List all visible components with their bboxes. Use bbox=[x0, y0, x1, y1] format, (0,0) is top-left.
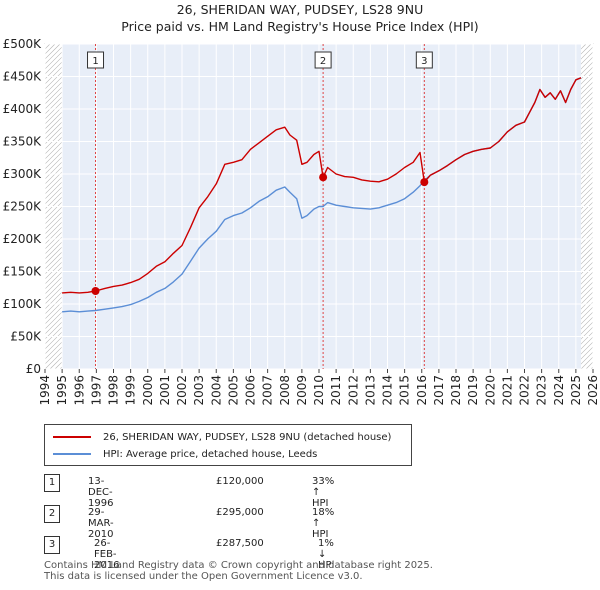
hatch-line bbox=[45, 86, 63, 105]
x-tick-label: 2001 bbox=[158, 375, 172, 406]
property-price-line bbox=[62, 77, 582, 294]
sale-hpi-diff: 1% ↓ HPI bbox=[318, 538, 335, 571]
y-tick-label: £350K bbox=[3, 135, 43, 149]
sale-price: £120,000 bbox=[216, 476, 264, 487]
y-tick-label: £100K bbox=[3, 297, 43, 311]
sale-label-box bbox=[415, 51, 433, 69]
x-tick-label: 2011 bbox=[329, 375, 343, 406]
y-tick-label: £50K bbox=[10, 330, 42, 344]
x-tick-label: 1999 bbox=[124, 375, 138, 406]
sale-label-box bbox=[314, 51, 332, 69]
hatch-line bbox=[45, 306, 63, 325]
hatch-line bbox=[581, 96, 594, 110]
x-tick-label: 2019 bbox=[466, 375, 480, 406]
x-tick-label: 2013 bbox=[363, 375, 377, 406]
sale-label-text: 1 bbox=[92, 56, 98, 67]
sale-date: 26-FEB-2016 bbox=[94, 538, 120, 571]
x-tick-label: 2026 bbox=[586, 375, 600, 406]
y-tick-label: £400K bbox=[3, 102, 43, 116]
sale-date: 13-DEC-1996 bbox=[88, 476, 114, 509]
sale-point bbox=[319, 173, 328, 182]
y-tick-label: £150K bbox=[3, 265, 43, 279]
legend: 26, SHERIDAN WAY, PUDSEY, LS28 9NU (deta… bbox=[44, 424, 412, 466]
sale-date-lines: 1 2 3 bbox=[87, 44, 433, 369]
x-tick-label: 2000 bbox=[141, 375, 155, 406]
series-lines bbox=[62, 77, 582, 313]
x-tick-label: 1997 bbox=[89, 375, 103, 406]
x-tick-label: 2024 bbox=[552, 375, 566, 406]
footer-licence: This data is licensed under the Open Gov… bbox=[44, 571, 363, 582]
sale-label-text: 2 bbox=[320, 56, 326, 67]
y-axis-ticks: £0 £50K £100K £150K £200K £250K £300K £350K £400… bbox=[3, 37, 43, 376]
footer-copyright: Contains HM Land Registry data © Crown c… bbox=[44, 560, 433, 571]
sale-date: 29-MAR-2010 bbox=[88, 507, 114, 540]
hatch-line bbox=[581, 311, 594, 325]
hatch-line bbox=[581, 91, 594, 105]
x-tick-label: 2015 bbox=[398, 375, 412, 406]
x-tick-label: 2020 bbox=[483, 375, 497, 406]
chart-title-line1: 26, SHERIDAN WAY, PUDSEY, LS28 9NU bbox=[176, 2, 424, 17]
sale-number-badge: 1 bbox=[44, 474, 60, 492]
x-tick-label: 1995 bbox=[55, 375, 69, 406]
x-tick-label: 2025 bbox=[569, 375, 583, 406]
hatch-line bbox=[45, 311, 63, 330]
sale-number-badge: 2 bbox=[44, 505, 60, 523]
sale-hpi-diff: 33% ↑ HPI bbox=[312, 476, 335, 509]
x-tick-label: 2017 bbox=[432, 375, 446, 406]
chart-title-line2: Price paid vs. HM Land Registry's House … bbox=[121, 19, 479, 34]
hatch-line bbox=[581, 306, 594, 320]
legend-label-property: 26, SHERIDAN WAY, PUDSEY, LS28 9NU (deta… bbox=[103, 431, 392, 443]
legend-label-hpi: HPI: Average price, detached house, Leed… bbox=[103, 448, 318, 460]
y-tick-label: £250K bbox=[3, 200, 43, 214]
y-tick-label: £300K bbox=[3, 167, 43, 181]
x-axis-ticks: 1994 1995 1996 1997 1998 1999 2000 2001 2002 2003… bbox=[38, 369, 600, 406]
y-tick-label: £500K bbox=[3, 37, 43, 51]
legend-swatch-property bbox=[53, 436, 91, 438]
x-tick-label: 2006 bbox=[244, 375, 258, 406]
hatch-line bbox=[581, 86, 594, 100]
x-tick-label: 1996 bbox=[72, 375, 86, 406]
sale-price: £295,000 bbox=[216, 507, 264, 518]
x-tick-label: 2022 bbox=[518, 375, 532, 406]
x-tick-label: 2016 bbox=[415, 375, 429, 406]
legend-swatch-hpi bbox=[53, 453, 91, 455]
x-tick-label: 2012 bbox=[346, 375, 360, 406]
x-tick-label: 2021 bbox=[500, 375, 514, 406]
hatch-line bbox=[596, 44, 600, 369]
sale-markers bbox=[91, 173, 429, 295]
x-tick-label: 2003 bbox=[192, 375, 206, 406]
x-tick-label: 2010 bbox=[312, 375, 326, 406]
x-tick-label: 2009 bbox=[295, 375, 309, 406]
y-tick-label: £0 bbox=[26, 362, 41, 376]
sale-point bbox=[420, 178, 429, 187]
sale-label-text: 3 bbox=[421, 56, 427, 67]
legend-item-hpi: HPI: Average price, detached house, Leed… bbox=[53, 446, 317, 462]
x-tick-label: 2014 bbox=[381, 375, 395, 406]
x-tick-label: 2008 bbox=[278, 375, 292, 406]
hatch-line bbox=[45, 91, 63, 110]
legend-item-property: 26, SHERIDAN WAY, PUDSEY, LS28 9NU (deta… bbox=[53, 429, 391, 445]
sale-hpi-diff: 18% ↑ HPI bbox=[312, 507, 335, 540]
price-chart: 1 2 3 £0 £50K £100K £150K £200K £250K £300K £350K… bbox=[3, 37, 600, 406]
sale-label-box bbox=[87, 51, 105, 69]
x-tick-label: 2004 bbox=[209, 375, 223, 406]
x-tick-label: 2002 bbox=[175, 375, 189, 406]
hatch-line bbox=[45, 301, 63, 320]
x-tick-label: 1998 bbox=[107, 375, 121, 406]
x-tick-label: 2023 bbox=[535, 375, 549, 406]
hatch-line bbox=[45, 96, 63, 115]
x-tick-label: 2007 bbox=[261, 375, 275, 406]
x-tick-label: 2005 bbox=[226, 375, 240, 406]
y-tick-label: £200K bbox=[3, 232, 43, 246]
sale-point bbox=[91, 287, 100, 295]
x-tick-label: 1994 bbox=[38, 375, 52, 406]
sale-price: £287,500 bbox=[216, 538, 264, 549]
y-tick-label: £450K bbox=[3, 70, 43, 84]
hatch-line bbox=[45, 81, 63, 100]
x-tick-label: 2018 bbox=[449, 375, 463, 406]
sale-number-badge: 3 bbox=[44, 536, 60, 554]
